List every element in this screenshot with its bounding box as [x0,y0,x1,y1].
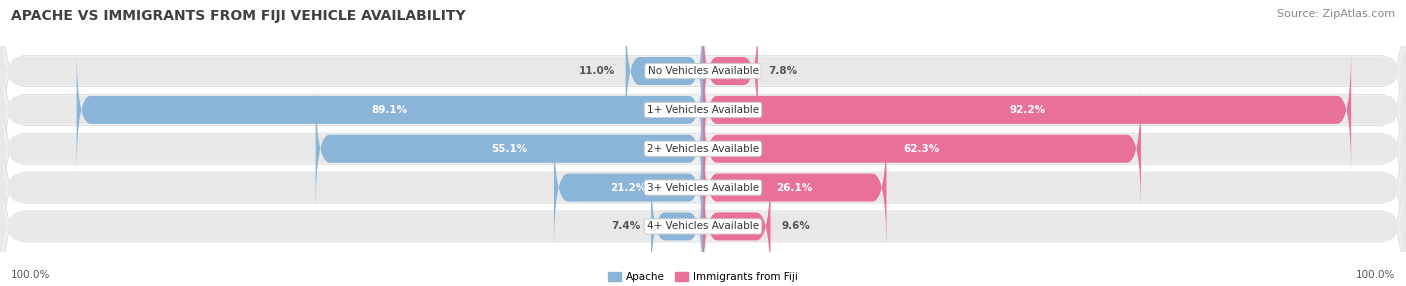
Text: 4+ Vehicles Available: 4+ Vehicles Available [647,221,759,231]
FancyBboxPatch shape [0,28,1406,269]
Text: 92.2%: 92.2% [1010,105,1045,115]
Text: 3+ Vehicles Available: 3+ Vehicles Available [647,182,759,192]
Text: 7.8%: 7.8% [768,66,797,76]
Text: 62.3%: 62.3% [904,144,941,154]
Text: 21.2%: 21.2% [610,182,647,192]
FancyBboxPatch shape [703,46,1351,174]
Text: 7.4%: 7.4% [612,221,641,231]
FancyBboxPatch shape [703,104,1406,271]
FancyBboxPatch shape [0,27,703,193]
FancyBboxPatch shape [703,7,758,135]
FancyBboxPatch shape [0,0,703,154]
FancyBboxPatch shape [703,65,1406,232]
Text: 26.1%: 26.1% [776,182,813,192]
FancyBboxPatch shape [703,124,886,251]
FancyBboxPatch shape [0,65,703,232]
FancyBboxPatch shape [0,143,703,286]
FancyBboxPatch shape [651,163,703,286]
Legend: Apache, Immigrants from Fiji: Apache, Immigrants from Fiji [605,268,801,286]
Text: 11.0%: 11.0% [579,66,616,76]
Text: 9.6%: 9.6% [782,221,810,231]
Text: 55.1%: 55.1% [491,144,527,154]
FancyBboxPatch shape [0,0,1406,191]
FancyBboxPatch shape [703,143,1406,286]
FancyBboxPatch shape [0,106,1406,286]
FancyBboxPatch shape [626,7,703,135]
FancyBboxPatch shape [0,67,1406,286]
Text: 89.1%: 89.1% [371,105,408,115]
FancyBboxPatch shape [0,0,1406,230]
FancyBboxPatch shape [315,85,703,212]
Text: 2+ Vehicles Available: 2+ Vehicles Available [647,144,759,154]
FancyBboxPatch shape [0,104,703,271]
Text: Source: ZipAtlas.com: Source: ZipAtlas.com [1277,9,1395,19]
Text: 100.0%: 100.0% [1355,270,1395,280]
FancyBboxPatch shape [703,163,770,286]
Text: APACHE VS IMMIGRANTS FROM FIJI VEHICLE AVAILABILITY: APACHE VS IMMIGRANTS FROM FIJI VEHICLE A… [11,9,465,23]
FancyBboxPatch shape [554,124,703,251]
Text: No Vehicles Available: No Vehicles Available [648,66,758,76]
FancyBboxPatch shape [703,0,1406,154]
FancyBboxPatch shape [77,46,703,174]
FancyBboxPatch shape [703,85,1142,212]
Text: 100.0%: 100.0% [11,270,51,280]
Text: 1+ Vehicles Available: 1+ Vehicles Available [647,105,759,115]
FancyBboxPatch shape [703,27,1406,193]
